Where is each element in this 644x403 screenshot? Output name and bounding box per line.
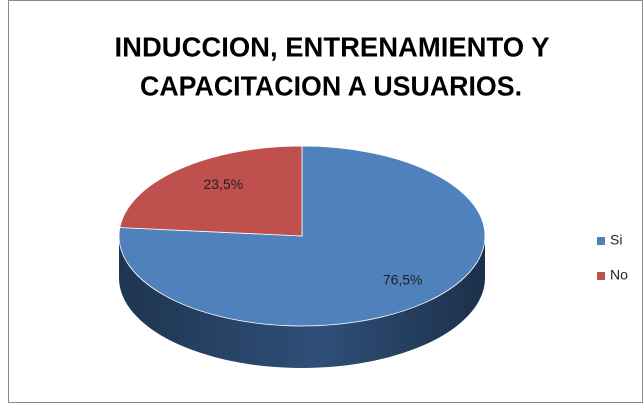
legend-label: No [610,267,628,283]
legend-swatch [597,272,605,280]
data-label: 76,5% [383,272,423,288]
legend-swatch [597,237,605,245]
chart-title: INDUCCION, ENTRENAMIENTO Y [115,31,550,62]
chart-title: CAPACITACION A USUARIOS. [140,70,522,101]
pie-slice [119,145,303,237]
pie-side [119,236,485,368]
legend-label: Si [610,232,622,248]
data-label: 23,5% [203,176,243,192]
